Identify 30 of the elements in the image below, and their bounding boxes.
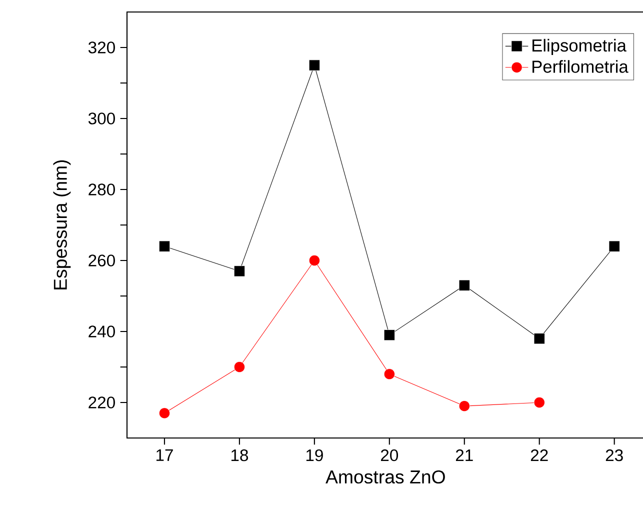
x-tick-label: 23	[606, 449, 623, 462]
y-tick-label: 320	[88, 42, 115, 54]
point	[608, 240, 620, 252]
x-axis-title: Amostras ZnO	[326, 470, 445, 484]
point	[308, 254, 320, 266]
x-tick-label: 19	[306, 449, 323, 462]
point	[234, 266, 245, 277]
point	[158, 240, 170, 252]
y-tick-label: 280	[88, 184, 115, 196]
x-tick-label: 18	[231, 449, 248, 462]
point	[158, 408, 170, 419]
x-tick-label: 21	[456, 449, 473, 462]
point	[458, 280, 470, 291]
point	[534, 333, 545, 344]
x-tick-label: 17	[156, 449, 173, 461]
y-axis-title: Espessura (nm)	[53, 160, 71, 290]
legend-label: Elipsometria	[532, 38, 626, 56]
point	[384, 330, 395, 341]
point	[458, 400, 470, 412]
point	[308, 60, 320, 71]
legend-label: Perfilometria	[532, 60, 628, 73]
x-tick-label: 20	[380, 449, 398, 462]
point	[534, 396, 545, 408]
y-tick-label: 220	[88, 396, 115, 408]
y-tick-label: 240	[88, 326, 115, 338]
x-tick-label: 22	[530, 449, 548, 462]
y-tick-label: 260	[88, 254, 115, 266]
y-tick-label: 300	[88, 112, 115, 124]
point	[234, 361, 245, 373]
point	[384, 368, 395, 380]
